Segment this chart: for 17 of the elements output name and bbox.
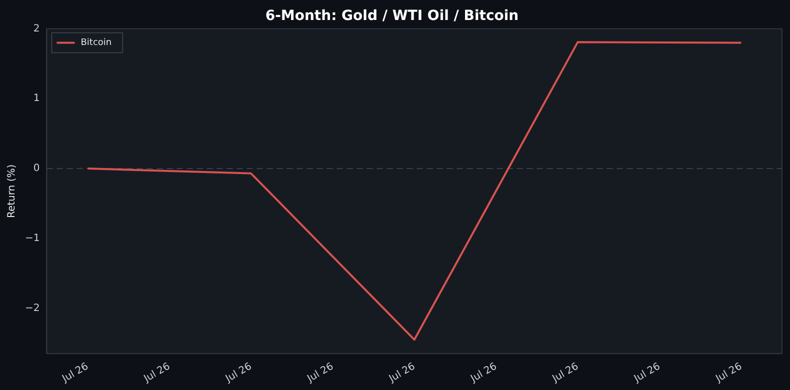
y-tick-label: −1 [24,232,40,244]
x-tick-label: Jul 26 [60,361,90,386]
x-tick-label: Jul 26 [386,361,418,386]
x-tick-label: Jul 26 [468,361,499,386]
x-tick-label: Jul 26 [223,361,254,386]
y-tick-label: 0 [33,163,40,174]
y-tick-label: −2 [24,302,40,314]
x-tick-label: Jul 26 [632,361,662,386]
x-tick-label: Jul 26 [550,361,581,386]
x-tick-label: Jul 26 [141,361,172,386]
y-tick-label: 2 [33,23,40,34]
x-tick-label: Jul 26 [304,361,336,386]
y-axis-title: Return (%) [6,164,18,218]
x-tick-label: Jul 26 [713,361,744,386]
legend-label: Bitcoin [80,38,112,48]
chart-title: 6-Month: Gold / WTI Oil / Bitcoin [265,8,519,24]
y-tick-label: 1 [33,93,40,104]
